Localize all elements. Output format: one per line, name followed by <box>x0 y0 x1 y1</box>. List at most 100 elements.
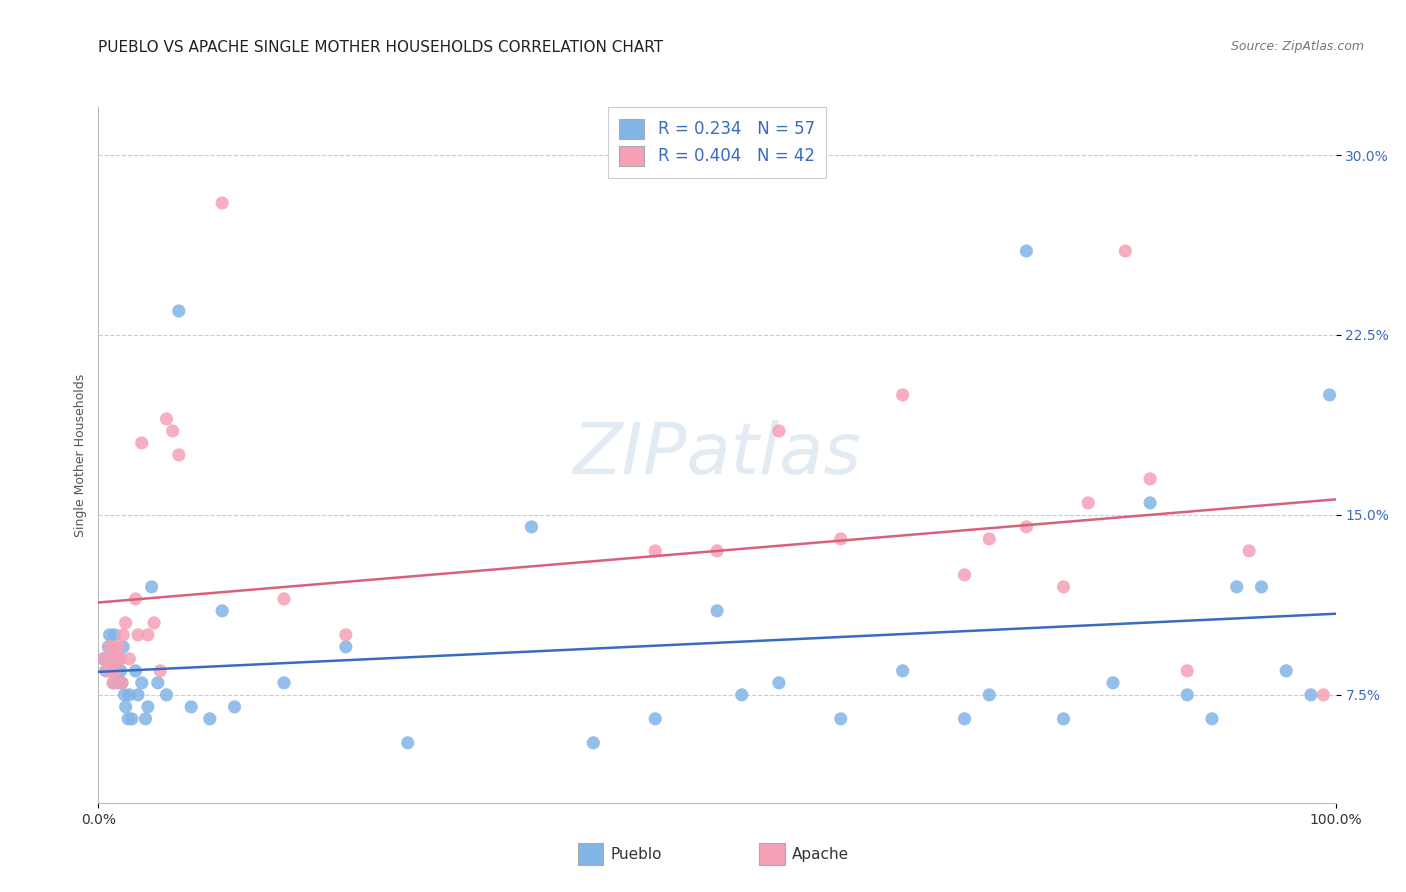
Point <box>1299 688 1322 702</box>
Point <box>273 676 295 690</box>
Point <box>112 688 135 702</box>
Point <box>155 412 177 426</box>
Point <box>103 640 125 654</box>
Point <box>136 699 159 714</box>
Point <box>396 736 419 750</box>
Point <box>1015 244 1038 258</box>
Point <box>101 652 124 666</box>
Point <box>124 664 146 678</box>
Point <box>104 664 127 678</box>
Point <box>93 652 115 666</box>
Point <box>112 640 135 654</box>
Point <box>93 652 115 666</box>
Text: Source: ZipAtlas.com: Source: ZipAtlas.com <box>1230 40 1364 54</box>
Point <box>100 664 122 678</box>
Point <box>136 628 159 642</box>
Point <box>891 388 914 402</box>
Point <box>98 628 121 642</box>
Point <box>149 664 172 678</box>
Point <box>1319 388 1341 402</box>
Point <box>98 640 121 654</box>
Point <box>110 664 132 678</box>
Point <box>1226 580 1249 594</box>
Point <box>979 532 1001 546</box>
Point <box>131 676 153 690</box>
Text: ZIPatlas: ZIPatlas <box>572 420 862 490</box>
Point <box>131 436 153 450</box>
Point <box>768 676 790 690</box>
Point <box>1312 688 1334 702</box>
Point <box>224 699 246 714</box>
Point <box>162 424 184 438</box>
Point <box>127 688 149 702</box>
Point <box>167 448 190 462</box>
Point <box>706 544 728 558</box>
Point <box>103 628 125 642</box>
Point <box>953 567 976 582</box>
Point <box>103 676 125 690</box>
Point <box>111 676 134 690</box>
Point <box>121 712 143 726</box>
Point <box>1139 472 1161 486</box>
Point <box>1052 712 1074 726</box>
Point <box>108 652 131 666</box>
Point <box>105 652 128 666</box>
Point <box>141 580 163 594</box>
Point <box>1237 544 1260 558</box>
Y-axis label: Single Mother Households: Single Mother Households <box>75 373 87 537</box>
Point <box>167 304 190 318</box>
Point <box>335 628 357 642</box>
Point <box>1201 712 1223 726</box>
Point <box>768 424 790 438</box>
Legend: R = 0.234   N = 57, R = 0.404   N = 42: R = 0.234 N = 57, R = 0.404 N = 42 <box>607 107 827 178</box>
Point <box>114 699 136 714</box>
Point <box>1015 520 1038 534</box>
Point <box>953 712 976 726</box>
Point <box>104 652 127 666</box>
Point <box>143 615 166 630</box>
Text: Apache: Apache <box>792 847 849 862</box>
Point <box>114 615 136 630</box>
Point <box>101 652 124 666</box>
Text: Pueblo: Pueblo <box>610 847 662 862</box>
Point <box>644 544 666 558</box>
Point <box>979 688 1001 702</box>
Text: PUEBLO VS APACHE SINGLE MOTHER HOUSEHOLDS CORRELATION CHART: PUEBLO VS APACHE SINGLE MOTHER HOUSEHOLD… <box>98 40 664 55</box>
Point <box>1275 664 1298 678</box>
Point <box>1052 580 1074 594</box>
Point <box>1102 676 1125 690</box>
Point <box>891 664 914 678</box>
Point <box>97 640 120 654</box>
Point <box>155 688 177 702</box>
Point <box>198 712 221 726</box>
Point <box>273 591 295 606</box>
Point <box>1077 496 1099 510</box>
Point <box>335 640 357 654</box>
Point <box>127 628 149 642</box>
Point <box>118 652 141 666</box>
Point <box>520 520 543 534</box>
Point <box>118 688 141 702</box>
Point <box>105 664 128 678</box>
Point <box>1175 688 1198 702</box>
Point <box>124 591 146 606</box>
Point <box>582 736 605 750</box>
Point <box>111 676 134 690</box>
Point <box>211 604 233 618</box>
Point <box>100 664 122 678</box>
Point <box>1114 244 1136 258</box>
Point <box>94 664 117 678</box>
Point <box>112 628 135 642</box>
Point <box>146 676 169 690</box>
Point <box>731 688 754 702</box>
Point <box>1175 664 1198 678</box>
Point <box>644 712 666 726</box>
Point <box>1139 496 1161 510</box>
Point <box>830 712 852 726</box>
Point <box>107 640 129 654</box>
Point <box>117 712 139 726</box>
Point <box>134 712 156 726</box>
Point <box>180 699 202 714</box>
Point <box>830 532 852 546</box>
Point <box>103 676 125 690</box>
